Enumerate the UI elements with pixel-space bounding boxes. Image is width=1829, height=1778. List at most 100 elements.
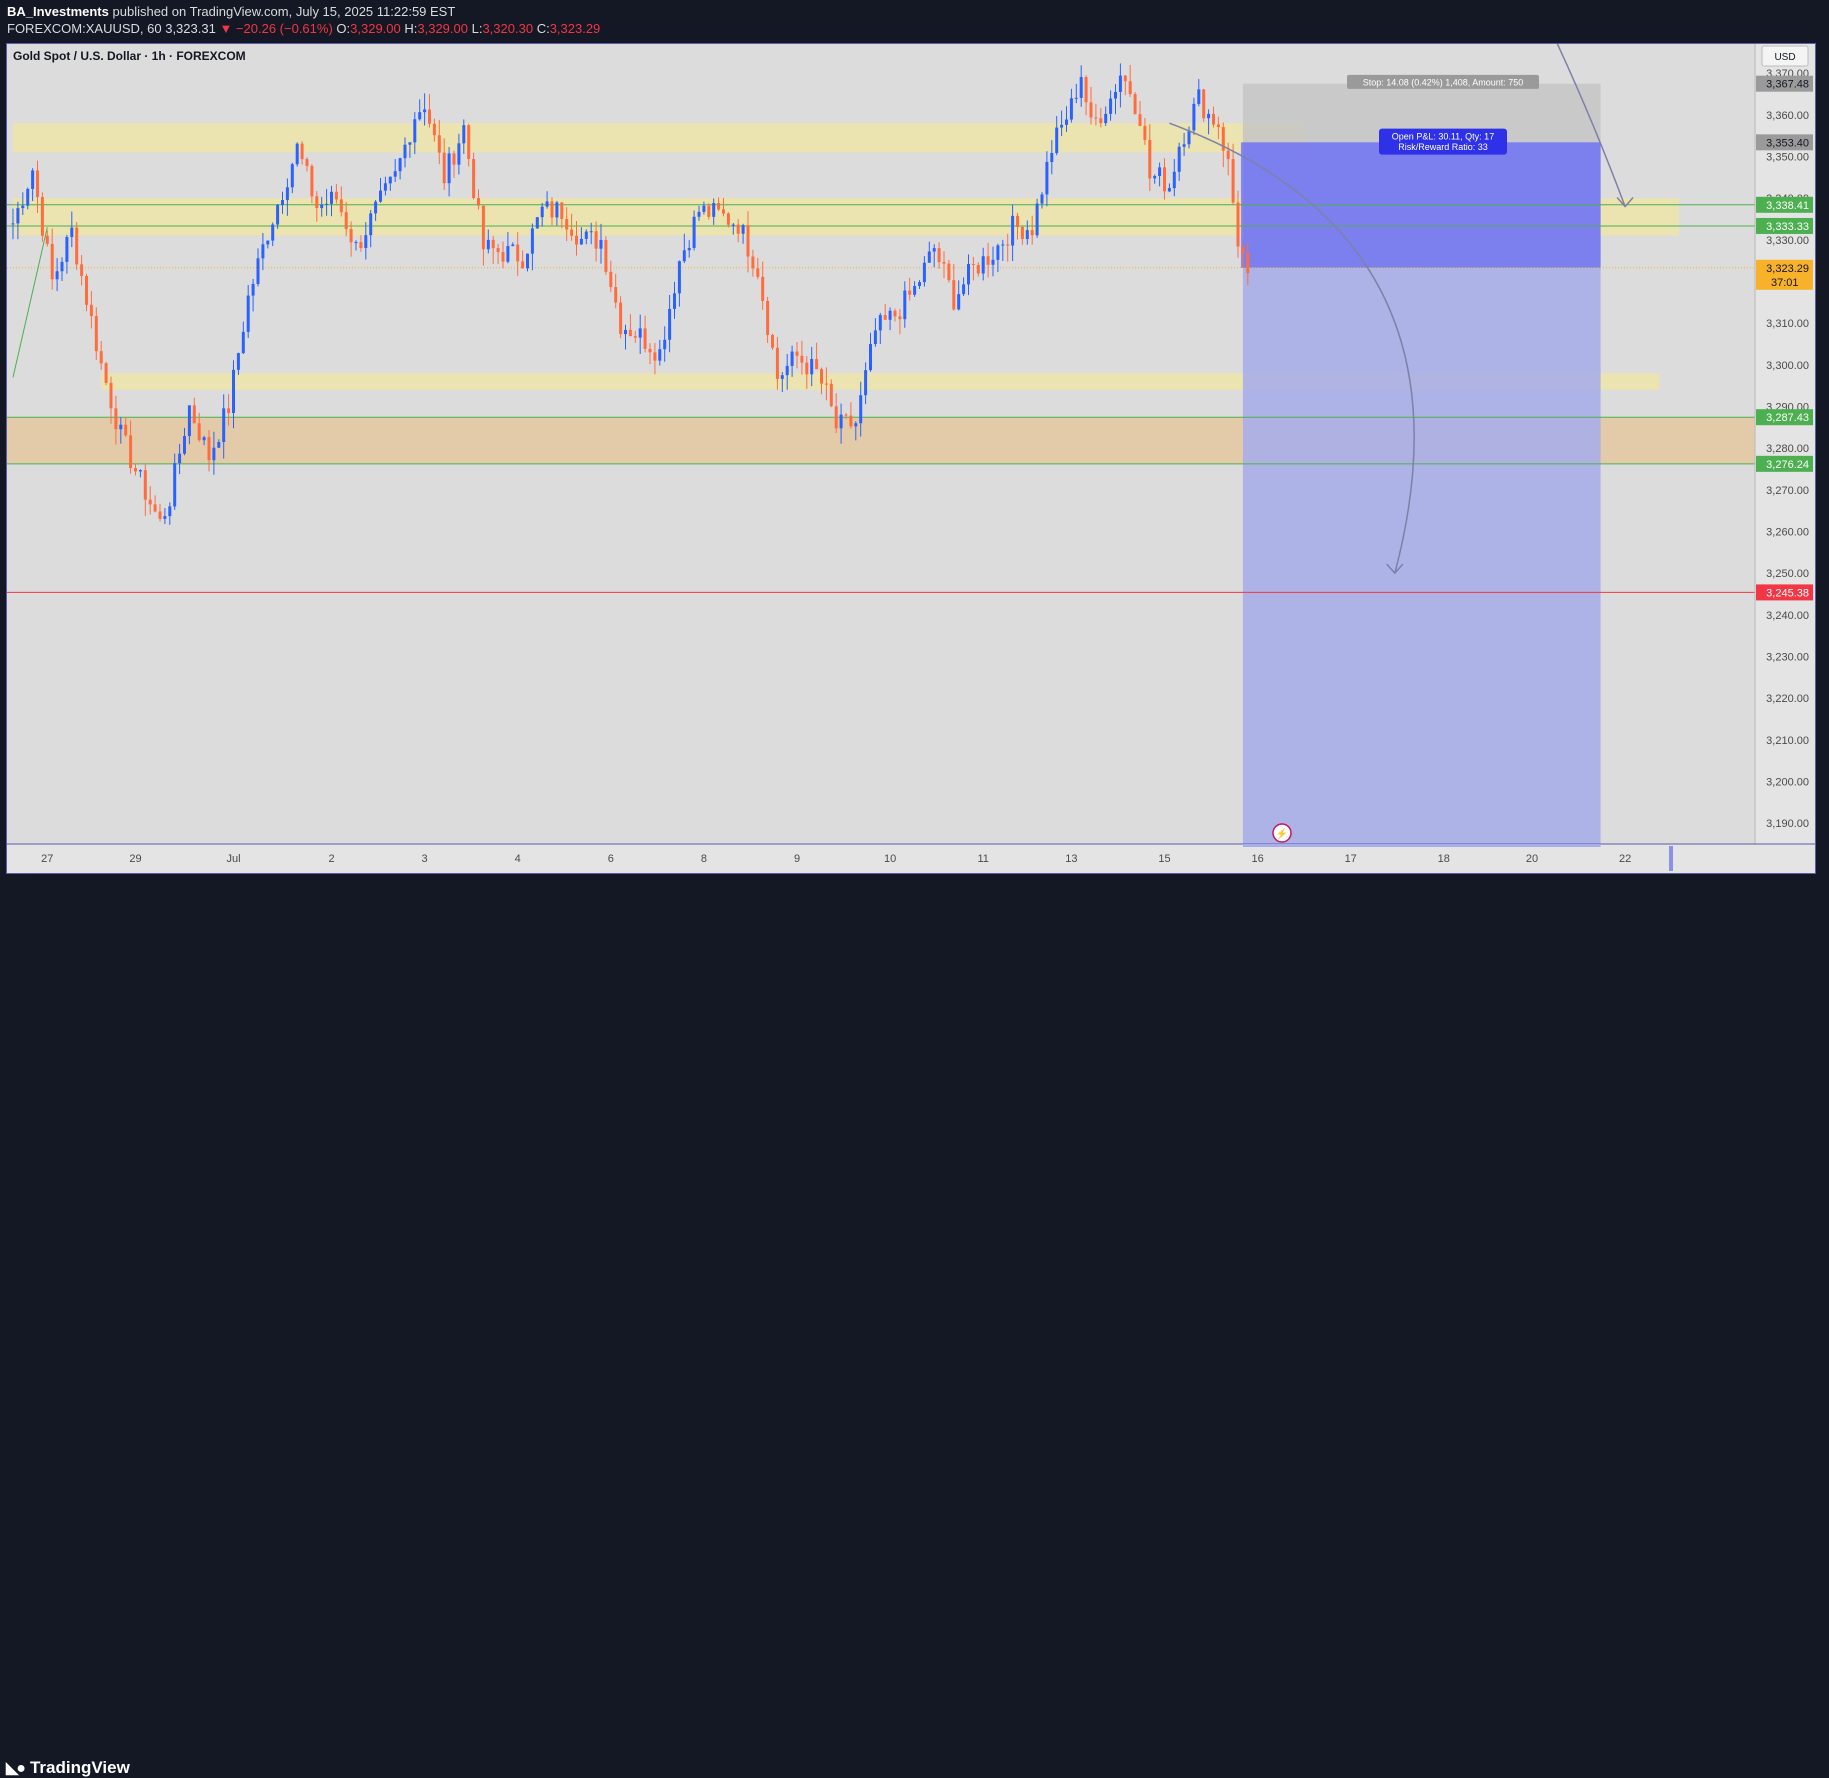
candle-body[interactable] — [104, 363, 108, 383]
candle-body[interactable] — [295, 143, 299, 165]
candle-body[interactable] — [1079, 77, 1083, 98]
candle-body[interactable] — [575, 235, 578, 245]
candle-body[interactable] — [677, 261, 681, 294]
candle-body[interactable] — [40, 196, 44, 236]
candle-body[interactable] — [844, 414, 848, 416]
candle-body[interactable] — [413, 119, 417, 143]
candle-body[interactable] — [173, 463, 177, 507]
candle-body[interactable] — [481, 205, 485, 250]
candle-body[interactable] — [869, 344, 872, 371]
candle-body[interactable] — [374, 201, 378, 214]
candle-body[interactable] — [305, 159, 309, 166]
candle-body[interactable] — [428, 109, 431, 124]
candle-body[interactable] — [403, 144, 407, 159]
candle-body[interactable] — [236, 353, 240, 370]
candle-body[interactable] — [496, 248, 500, 253]
candle-body[interactable] — [408, 142, 412, 145]
candle-body[interactable] — [1231, 159, 1235, 203]
candle-body[interactable] — [16, 208, 20, 224]
candle-body[interactable] — [1020, 226, 1024, 239]
candle-body[interactable] — [1109, 98, 1113, 114]
time-axis[interactable]: 27 29 Jul 2 3 4 6 8 9 10 11 13 15 16 17 18 20 22 — [7, 843, 1815, 873]
candle-body[interactable] — [1143, 125, 1147, 141]
candle-body[interactable] — [702, 205, 706, 212]
candle-body[interactable] — [854, 423, 858, 427]
candle-body[interactable] — [99, 351, 103, 364]
level-price-tag[interactable]: 3,287.43 — [1756, 409, 1813, 426]
candle-body[interactable] — [526, 253, 529, 269]
candle-body[interactable] — [883, 315, 887, 320]
candle-body[interactable] — [1055, 127, 1059, 154]
candle-body[interactable] — [1114, 91, 1117, 99]
candle-body[interactable] — [1025, 230, 1029, 239]
candle-body[interactable] — [1187, 130, 1191, 145]
candle-body[interactable] — [334, 191, 338, 200]
candle-body[interactable] — [1030, 230, 1034, 236]
candle-body[interactable] — [579, 238, 583, 245]
candle-body[interactable] — [1216, 124, 1220, 128]
candle-body[interactable] — [976, 265, 980, 274]
candle-body[interactable] — [780, 375, 784, 379]
candle-body[interactable] — [442, 152, 446, 184]
candle-body[interactable] — [726, 213, 730, 225]
candle-body[interactable] — [922, 262, 926, 283]
candle-body[interactable] — [1050, 153, 1054, 162]
candle-body[interactable] — [986, 256, 990, 265]
candle-body[interactable] — [628, 329, 632, 337]
candle-body[interactable] — [545, 201, 549, 207]
candle-body[interactable] — [1074, 97, 1078, 99]
candle-body[interactable] — [163, 516, 167, 519]
candle-body[interactable] — [320, 204, 324, 209]
candle-body[interactable] — [398, 158, 402, 172]
candle-body[interactable] — [555, 202, 559, 218]
candle-body[interactable] — [222, 408, 226, 443]
candle-body[interactable] — [501, 252, 505, 262]
candle-body[interactable] — [1035, 203, 1039, 236]
candle-body[interactable] — [1133, 94, 1137, 115]
candle-body[interactable] — [589, 231, 593, 233]
candle-body[interactable] — [766, 300, 770, 335]
candle-body[interactable] — [878, 315, 882, 331]
candle-body[interactable] — [1153, 175, 1157, 179]
candle-body[interactable] — [560, 202, 564, 219]
candle-body[interactable] — [1060, 124, 1064, 128]
candle-body[interactable] — [962, 284, 966, 295]
candle-body[interactable] — [241, 331, 245, 354]
candle-body[interactable] — [192, 405, 196, 424]
candle-body[interactable] — [202, 437, 206, 441]
candle-body[interactable] — [864, 370, 868, 396]
candle-body[interactable] — [604, 239, 608, 272]
candle-body[interactable] — [663, 339, 667, 350]
candle-body[interactable] — [888, 310, 892, 320]
candle-body[interactable] — [834, 406, 838, 429]
candle-body[interactable] — [36, 170, 39, 197]
candle-body[interactable] — [232, 369, 235, 414]
candle-body[interactable] — [614, 287, 618, 303]
candle-body[interactable] — [388, 176, 392, 184]
candle-body[interactable] — [584, 231, 588, 239]
candle-body[interactable] — [785, 365, 789, 376]
candle-body[interactable] — [535, 217, 539, 229]
candle-body[interactable] — [516, 244, 520, 262]
candle-body[interactable] — [712, 203, 716, 217]
candle-body[interactable] — [477, 198, 480, 206]
candle-body[interactable] — [1197, 89, 1201, 104]
candle-body[interactable] — [908, 290, 912, 295]
candle-body[interactable] — [633, 336, 637, 338]
candle-body[interactable] — [26, 188, 30, 206]
candle-body[interactable] — [1226, 150, 1230, 160]
level-price-tag[interactable]: 3,245.38 — [1756, 584, 1813, 601]
candle-body[interactable] — [918, 282, 921, 287]
candle-body[interactable] — [467, 125, 471, 160]
candle-body[interactable] — [1128, 81, 1132, 95]
candle-body[interactable] — [1138, 114, 1142, 126]
candle-body[interactable] — [952, 280, 956, 310]
candle-body[interactable] — [11, 223, 15, 225]
currency-button[interactable]: USD — [1761, 45, 1809, 67]
candle-body[interactable] — [168, 506, 172, 517]
candle-body[interactable] — [1011, 215, 1015, 246]
candle-body[interactable] — [359, 242, 363, 248]
candle-body[interactable] — [815, 359, 819, 370]
candle-body[interactable] — [1212, 113, 1215, 125]
candle-body[interactable] — [1158, 167, 1162, 176]
